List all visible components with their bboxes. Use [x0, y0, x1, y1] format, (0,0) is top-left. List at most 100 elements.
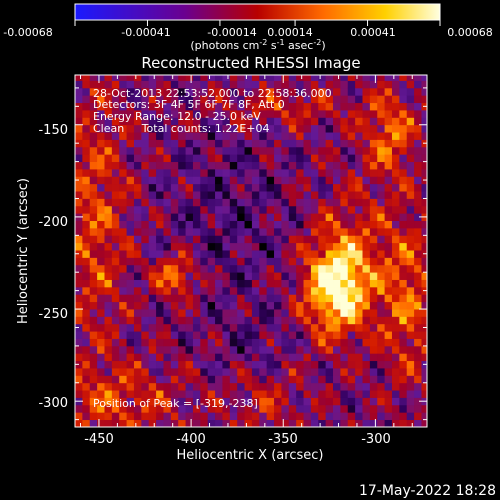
heatmap-cell [325, 220, 334, 229]
heatmap-cell [251, 161, 260, 170]
heatmap-cell [347, 331, 356, 339]
heatmap-cell [296, 154, 304, 163]
heatmap-cell [178, 176, 186, 185]
heatmap-cell [347, 146, 356, 155]
heatmap-cell [266, 250, 275, 258]
heatmap-cell [333, 117, 341, 126]
heatmap-cell [310, 183, 319, 192]
heatmap-cell [303, 146, 312, 155]
heatmap-cell [156, 80, 164, 89]
heatmap-cell [178, 353, 186, 362]
heatmap-cell [421, 257, 427, 266]
heatmap-cell [296, 146, 304, 155]
heatmap-cell [163, 345, 172, 354]
heatmap-cell [391, 294, 400, 303]
heatmap-cell [126, 412, 135, 421]
heatmap-cell [274, 213, 282, 221]
heatmap-cell [82, 279, 91, 288]
heatmap-cell [229, 397, 238, 406]
heatmap-cell [170, 301, 179, 310]
heatmap-cell [237, 191, 245, 199]
heatmap-cell [347, 338, 356, 347]
heatmap-cell [281, 286, 290, 295]
heatmap-cell [399, 95, 408, 104]
heatmap-cell [288, 235, 297, 244]
heatmap-cell [244, 419, 253, 427]
heatmap-cell [333, 154, 341, 163]
heatmap-cell [303, 345, 312, 354]
heatmap-cell [119, 390, 127, 398]
heatmap-cell [237, 375, 245, 384]
heatmap-cell [229, 117, 238, 126]
heatmap-cell [296, 390, 304, 398]
heatmap-cell [163, 360, 172, 369]
heatmap-cell [303, 397, 312, 406]
heatmap-cell [288, 309, 297, 317]
heatmap-cell [75, 132, 83, 140]
heatmap-cell [377, 286, 386, 295]
heatmap-cell [97, 75, 105, 81]
heatmap-cell [347, 390, 356, 398]
heatmap-cell [274, 205, 282, 214]
heatmap-cell [384, 257, 393, 266]
heatmap-cell [355, 257, 363, 266]
heatmap-cell [333, 161, 341, 170]
heatmap-cell [148, 345, 157, 354]
heatmap-cell [192, 80, 201, 89]
heatmap-cell [318, 345, 327, 354]
heatmap-cell [141, 205, 150, 214]
heatmap-cell [207, 353, 216, 362]
heatmap-cell [178, 397, 186, 406]
heatmap-cell [141, 110, 150, 118]
heatmap-cell [340, 191, 349, 199]
heatmap-cell [251, 419, 260, 427]
heatmap-cell [310, 390, 319, 398]
heatmap-cell [281, 338, 290, 347]
heatmap-cell [355, 264, 363, 273]
heatmap-cell [347, 139, 356, 148]
heatmap-cell [222, 368, 231, 376]
heatmap-cell [414, 301, 422, 310]
heatmap-cell [237, 198, 245, 207]
heatmap-cell [222, 294, 231, 303]
heatmap-cell [288, 404, 297, 413]
heatmap-cell [111, 235, 120, 244]
heatmap-cell [192, 353, 201, 362]
heatmap-cell [369, 368, 378, 376]
heatmap-cell [281, 87, 290, 96]
heatmap-cell [237, 161, 245, 170]
heatmap-cell [340, 272, 349, 280]
heatmap-cell [281, 161, 290, 170]
heatmap-cell [163, 338, 172, 347]
heatmap-cell [148, 183, 157, 192]
heatmap-cell [399, 323, 408, 332]
heatmap-cell [200, 198, 209, 207]
heatmap-cell [156, 242, 164, 251]
heatmap-cell [251, 368, 260, 376]
heatmap-cell [89, 220, 98, 229]
heatmap-cell [414, 220, 422, 229]
heatmap-cell [259, 250, 268, 258]
heatmap-cell [369, 146, 378, 155]
heatmap-cell [288, 102, 297, 111]
heatmap-cell [229, 80, 238, 89]
heatmap-cell [229, 279, 238, 288]
heatmap-cell [237, 279, 245, 288]
heatmap-cell [369, 110, 378, 118]
heatmap-cell [296, 264, 304, 273]
heatmap-cell [192, 139, 201, 148]
heatmap-cell [251, 124, 260, 133]
heatmap-cell [259, 235, 268, 244]
heatmap-cell [399, 338, 408, 347]
heatmap-cell [259, 227, 268, 236]
heatmap-cell [170, 205, 179, 214]
heatmap-cell [377, 176, 386, 185]
plot-date: 17-May-2022 18:28 [359, 483, 496, 499]
heatmap-cell [318, 213, 327, 221]
heatmap-cell [377, 353, 386, 362]
heatmap-cell [75, 390, 83, 398]
heatmap-cell [391, 316, 400, 325]
heatmap-cell [163, 390, 172, 398]
heatmap-cell [340, 309, 349, 317]
heatmap-cell [207, 75, 216, 81]
